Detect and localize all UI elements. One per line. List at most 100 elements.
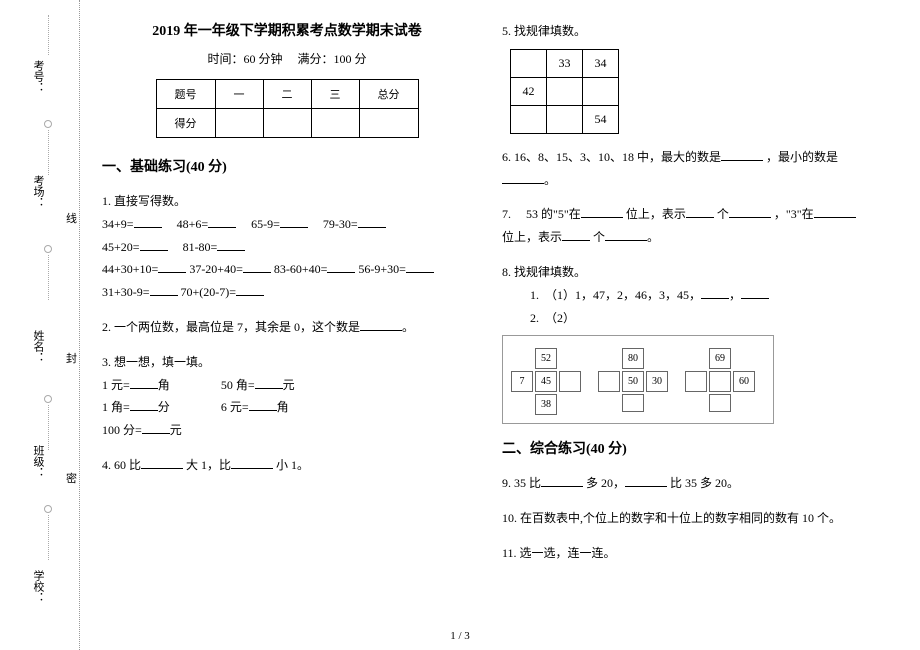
q7: 7. 53 的"5"在 位上，表示 个 ，"3"在 位上，表示 个。 [502, 203, 872, 249]
blank [562, 229, 590, 241]
cell: 7 [511, 371, 533, 392]
blank [541, 475, 583, 487]
cell: 42 [511, 77, 547, 105]
q7d: ，"3"在 [774, 207, 814, 221]
blank [255, 377, 283, 389]
table-row: 33 34 [511, 49, 619, 77]
table-row: 得分 [156, 109, 418, 138]
cell: 80 [622, 348, 644, 369]
q7c: 个 [717, 207, 729, 221]
blank [605, 229, 647, 241]
binding-char-feng: 封 [66, 350, 77, 366]
blank [236, 284, 264, 296]
expr: 31+30-9= [102, 285, 150, 299]
blank [130, 377, 158, 389]
table-row: 42 [511, 77, 619, 105]
binding-label-room: 考场： [30, 175, 46, 208]
q1: 1. 直接写得数。 34+9= 48+6= 65-9= 79-30= 45+20… [102, 190, 472, 304]
q3: 3. 想一想，填一填。 1 元=角 50 角=元 1 角=分 6 元=角 100… [102, 351, 472, 442]
cell [511, 105, 547, 133]
blank [134, 216, 162, 228]
q1-label: 1. 直接写得数。 [102, 190, 472, 213]
expr: 81-80= [183, 240, 218, 254]
q7b: 位上，表示 [626, 207, 686, 221]
binding-dotline [48, 130, 49, 175]
binding-char-mi: 密 [66, 470, 77, 486]
time-text: 时间：60 分钟 [207, 52, 282, 66]
binding-label-examno: 考号： [30, 60, 46, 93]
txt: 100 分= [102, 423, 142, 437]
section1-heading: 一、基础练习(40 分) [102, 156, 472, 176]
cell [685, 371, 707, 392]
q4: 4. 60 比 大 1，比 小 1。 [102, 454, 472, 477]
cell: 69 [709, 348, 731, 369]
th-1: 一 [215, 80, 263, 109]
q11: 11. 选一选，连一连。 [502, 542, 872, 565]
binding-dotline [48, 15, 49, 55]
blank [581, 206, 623, 218]
expr: 65-9= [251, 217, 280, 231]
blank [360, 319, 402, 331]
binding-dotline [48, 515, 49, 560]
q7a: 7. 53 的"5"在 [502, 207, 581, 221]
q6: 6. 16、8、15、3、10、18 中，最大的数是 ，最小的数是 。 [502, 146, 872, 192]
cell [622, 394, 644, 412]
txt: 分 [158, 400, 170, 414]
cell: 34 [583, 49, 619, 77]
binding-margin: 考号： 考场： 线 姓名： 封 班级： 密 学校： [0, 0, 80, 650]
q9: 9. 35 比 多 20， 比 35 多 20。 [502, 472, 872, 495]
blank [150, 284, 178, 296]
cell [709, 371, 731, 392]
binding-dotline [48, 255, 49, 300]
blank [701, 287, 729, 299]
blank [231, 457, 273, 469]
blank [721, 149, 763, 161]
expr: 70+(20-7)= [181, 285, 237, 299]
blank [208, 216, 236, 228]
expr: 83-60+40= [274, 262, 328, 276]
q4a: 4. 60 比 [102, 458, 141, 472]
blank [217, 239, 245, 251]
q2-text: 2. 一个两位数，最高位是 7，其余是 0，这个数是 [102, 320, 360, 334]
expr: 79-30= [323, 217, 358, 231]
binding-label-school: 学校： [30, 570, 46, 603]
q3-row: 1 元=角 50 角=元 [102, 374, 472, 397]
binding-circle [44, 395, 52, 403]
binding-dotline [48, 405, 49, 450]
q9b: 多 20， [586, 476, 625, 490]
q7f: 个 [593, 230, 605, 244]
table-row: 54 [511, 105, 619, 133]
blank [741, 287, 769, 299]
cell: 33 [547, 49, 583, 77]
cell: 54 [583, 105, 619, 133]
cell: 38 [535, 394, 557, 415]
expr: 45+20= [102, 240, 140, 254]
q1-row: 31+30-9= 70+(20-7)= [102, 281, 472, 304]
q8: 8. 找规律填数。 1. （1）1，47，2，46，3，45，， 2. （2） … [502, 261, 872, 424]
cell: 30 [646, 371, 668, 392]
q5: 5. 找规律填数。 33 34 42 54 [502, 20, 872, 134]
q3-row: 100 分=元 [102, 419, 472, 442]
cell: 60 [733, 371, 755, 392]
cell: 52 [535, 348, 557, 369]
q6b: ，最小的数是 [766, 150, 838, 164]
cell [709, 394, 731, 412]
binding-circle [44, 245, 52, 253]
th-2: 二 [263, 80, 311, 109]
expr: 34+9= [102, 217, 134, 231]
th-score: 得分 [156, 109, 215, 138]
q1-row: 45+20= 81-80= [102, 236, 472, 259]
blank [358, 216, 386, 228]
right-column: 5. 找规律填数。 33 34 42 54 [490, 0, 890, 650]
blank [130, 399, 158, 411]
blank [140, 239, 168, 251]
exam-title: 2019 年一年级下学期积累考点数学期末试卷 [102, 20, 472, 40]
blank [158, 261, 186, 273]
score-table: 题号 一 二 三 总分 得分 [156, 79, 419, 138]
expr: 44+30+10= [102, 262, 158, 276]
cross-grid-3: 69 60 [683, 346, 757, 414]
cross-container: 52 745 38 80 5030 69 60 [502, 335, 774, 424]
q2: 2. 一个两位数，最高位是 7，其余是 0，这个数是。 [102, 316, 472, 339]
page-content: 2019 年一年级下学期积累考点数学期末试卷 时间：60 分钟 满分：100 分… [90, 0, 920, 650]
blank [729, 206, 771, 218]
